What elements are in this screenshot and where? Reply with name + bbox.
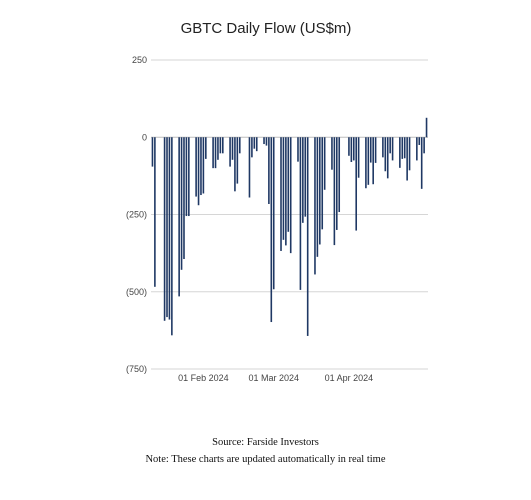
x-tick-label: 01 Mar 2024: [248, 373, 299, 383]
flow-bar: [151, 137, 154, 167]
flow-bar: [272, 137, 275, 290]
flow-bar: [399, 137, 401, 168]
flow-bar: [335, 137, 338, 230]
flow-bar: [350, 137, 353, 162]
chart-title: GBTC Daily Flow (US$m): [181, 20, 352, 37]
flow-bar: [348, 137, 350, 156]
flow-bar: [163, 137, 166, 321]
flow-bar: [420, 137, 423, 189]
flow-bar: [352, 137, 355, 161]
flow-bar: [214, 137, 217, 169]
flow-bar: [323, 137, 326, 190]
flow-bar: [270, 137, 273, 323]
x-axis-ticks: 01 Feb 2024 01 Mar 2024 01 Apr 2024: [178, 373, 373, 383]
flow-bar: [369, 137, 372, 163]
flow-bar: [403, 137, 406, 159]
flow-bar: [367, 137, 370, 185]
flow-bar: [289, 137, 292, 254]
flow-bar: [255, 137, 258, 152]
flow-bar: [154, 137, 156, 287]
grid-lines: [151, 59, 428, 370]
source-text: Source: Farside Investors: [212, 437, 319, 448]
flow-bar: [333, 137, 336, 246]
y-tick-label: (500): [126, 287, 147, 297]
flow-bar: [416, 137, 418, 161]
flow-bar: [265, 137, 268, 146]
y-tick-label: (750): [126, 364, 147, 374]
flow-bar: [319, 137, 321, 245]
flow-bar: [238, 137, 241, 154]
flow-bar: [236, 137, 239, 184]
flow-bar: [401, 137, 404, 159]
flow-bar: [185, 137, 188, 217]
flow-bar: [406, 137, 408, 181]
flow-bar: [384, 137, 387, 172]
flow-bar: [171, 137, 173, 336]
flow-bar: [299, 137, 302, 290]
flow-bar: [280, 137, 282, 251]
flow-bar: [188, 137, 190, 217]
flow-bar: [316, 137, 319, 257]
flow-bar: [183, 137, 185, 259]
flow-bar: [268, 137, 270, 204]
flow-bar: [425, 117, 428, 138]
flow-bar: [302, 137, 304, 223]
flow-bar: [321, 137, 324, 230]
flow-bar: [217, 137, 219, 160]
flow-bar: [205, 137, 207, 159]
flow-bar: [202, 137, 205, 194]
flow-bar: [285, 137, 287, 246]
flow-bar: [180, 137, 183, 270]
bars: [151, 117, 428, 336]
y-tick-label: 0: [142, 132, 147, 142]
flow-bar: [355, 137, 358, 231]
flow-bar: [408, 137, 411, 171]
y-axis-ticks: 250 0 (250) (500) (750): [126, 55, 147, 374]
y-tick-label: 250: [132, 55, 147, 65]
flow-bar: [251, 137, 253, 158]
update-note: Note: These charts are updated automatic…: [145, 454, 386, 465]
flow-bar: [263, 137, 265, 145]
flow-bar: [195, 137, 197, 197]
flow-bar: [229, 137, 231, 167]
flow-bar: [389, 137, 391, 154]
flow-bar: [221, 137, 224, 154]
flow-bar: [282, 137, 285, 240]
flow-bar: [423, 137, 425, 154]
x-tick-label: 01 Feb 2024: [178, 373, 229, 383]
flow-bar: [372, 137, 374, 185]
flow-bar: [178, 137, 180, 297]
flow-bar: [197, 137, 200, 206]
flow-bar: [212, 137, 214, 169]
flow-bar: [200, 137, 202, 196]
flow-bar: [297, 137, 299, 162]
flow-bar: [166, 137, 168, 318]
flow-bar: [287, 137, 290, 232]
flow-bar: [365, 137, 367, 189]
flow-bar: [306, 137, 309, 336]
flow-bar: [234, 137, 236, 192]
flow-bar: [338, 137, 341, 213]
flow-bar: [304, 137, 307, 217]
flow-bar: [331, 137, 333, 170]
flow-bar: [382, 137, 384, 158]
flow-bar: [231, 137, 234, 160]
flow-bar: [248, 137, 251, 198]
flow-bar: [219, 137, 222, 154]
flow-bar: [357, 137, 360, 178]
flow-bar: [386, 137, 389, 179]
flow-bar: [253, 137, 256, 149]
flow-bar: [391, 137, 394, 161]
flow-bar: [314, 137, 316, 275]
flow-bar: [168, 137, 171, 320]
x-tick-label: 01 Apr 2024: [325, 373, 374, 383]
flow-bar: [418, 137, 421, 145]
y-tick-label: (250): [126, 210, 147, 220]
flow-bar: [374, 137, 377, 163]
